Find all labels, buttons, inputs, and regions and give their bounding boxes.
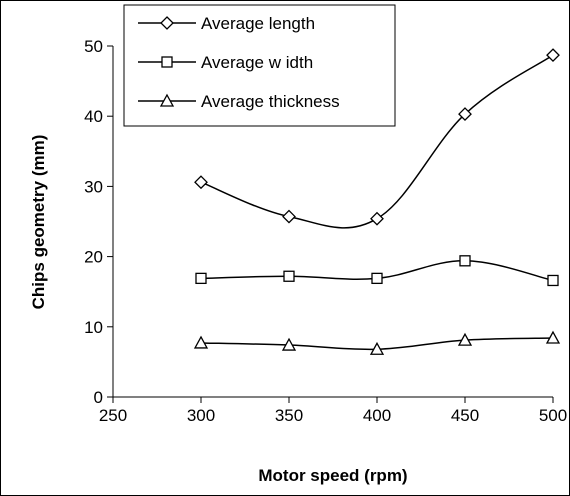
x-tick-label: 450 [451,406,479,425]
legend-marker-square [161,56,173,68]
data-point-triangle [457,332,473,346]
data-point-square [371,272,383,285]
y-axis-title: Chips geometry (mm) [29,135,48,310]
data-point-square [283,270,295,282]
series-layer [193,48,561,355]
data-point-diamond [194,175,208,190]
legend-label: Average length [201,14,315,33]
legend-item-diamond: Average length [138,14,315,33]
y-tick-label: 50 [84,37,103,56]
y-tick-label: 0 [94,388,103,407]
x-tick-label: 300 [187,406,215,425]
legend-label: Average thickness [201,92,340,111]
x-tick-label: 500 [539,406,567,425]
data-point-triangle [281,337,297,351]
data-point-square [547,274,559,287]
legend-item-triangle: Average thickness [138,92,340,111]
legend: Average length Average w idth Average thic… [123,4,396,127]
y-tick-label: 20 [84,248,103,267]
x-tick-label: 250 [99,406,127,425]
y-tick-label: 30 [84,177,103,196]
data-point-triangle [369,341,385,355]
x-tick-label: 350 [275,406,303,425]
data-point-diamond [458,107,472,122]
data-point-triangle [545,330,561,344]
axes: 0 10 20 30 40 50 250 300 350 400 450 500 [84,37,567,425]
y-tick-label: 10 [84,318,103,337]
legend-item-square: Average w idth [138,53,313,72]
legend-marker-triangle [159,93,175,107]
data-point-diamond [370,211,384,226]
data-point-diamond [546,48,560,63]
legend-label: Average w idth [201,53,313,72]
x-tick-label: 400 [363,406,391,425]
data-point-triangle [193,335,209,349]
series-square [195,255,559,287]
legend-marker-diamond [160,16,174,30]
data-point-square [459,255,471,267]
series-triangle [193,330,561,355]
y-tick-label: 40 [84,107,103,126]
series-diamond [194,48,560,229]
x-axis-title: Motor speed (rpm) [258,466,407,485]
data-point-square [195,272,207,285]
data-point-diamond [282,209,296,224]
